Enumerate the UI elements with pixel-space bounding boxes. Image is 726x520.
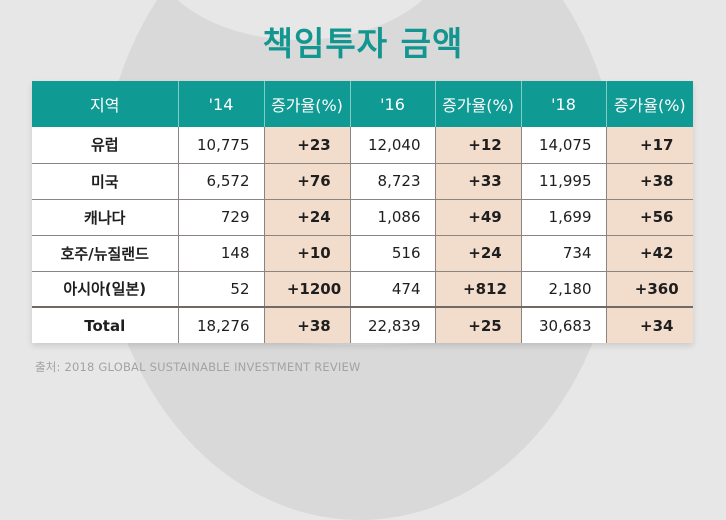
value-cell: 12,040 <box>349 127 435 163</box>
total-value-cell: 22,839 <box>349 306 435 343</box>
total-rate-cell: +34 <box>605 306 693 343</box>
rate-cell: +42 <box>605 234 693 271</box>
value-cell: 729 <box>177 198 264 235</box>
rate-cell: +49 <box>434 198 521 235</box>
region-cell: 호주/뉴질랜드 <box>32 234 178 271</box>
value-cell: 10,775 <box>177 127 264 163</box>
table-row: 호주/뉴질랜드 148 +10 516 +24 734 +42 <box>32 234 693 271</box>
region-cell: 유럽 <box>32 127 178 163</box>
table-row: 아시아(일본) 52 +1200 474 +812 2,180 +360 <box>32 270 693 307</box>
total-value-cell: 30,683 <box>520 306 606 343</box>
header-rate-16: 증가율(%) <box>434 81 521 127</box>
rate-cell: +23 <box>263 127 350 163</box>
rate-cell: +33 <box>434 162 521 199</box>
table-total-row: Total 18,276 +38 22,839 +25 30,683 +34 <box>32 306 693 343</box>
value-cell: 1,086 <box>349 198 435 235</box>
value-cell: 474 <box>349 270 435 307</box>
rate-cell: +24 <box>434 234 521 271</box>
rate-cell: +76 <box>263 162 350 199</box>
header-rate-14: 증가율(%) <box>263 81 350 127</box>
rate-cell: +24 <box>263 198 350 235</box>
region-cell: 아시아(일본) <box>32 270 178 307</box>
rate-cell: +1200 <box>263 270 350 307</box>
rate-cell: +10 <box>263 234 350 271</box>
total-rate-cell: +38 <box>263 306 350 343</box>
total-value-cell: 18,276 <box>177 306 264 343</box>
value-cell: 2,180 <box>520 270 606 307</box>
table-row: 캐나다 729 +24 1,086 +49 1,699 +56 <box>32 198 693 235</box>
table-header-row: 지역 '14 증가율(%) '16 증가율(%) '18 증가율(%) <box>32 81 693 127</box>
table-row: 유럽 10,775 +23 12,040 +12 14,075 +17 <box>32 127 693 163</box>
value-cell: 148 <box>177 234 264 271</box>
header-year-18: '18 <box>520 81 606 127</box>
header-year-14: '14 <box>177 81 264 127</box>
table-row: 미국 6,572 +76 8,723 +33 11,995 +38 <box>32 162 693 199</box>
header-year-16: '16 <box>349 81 435 127</box>
value-cell: 6,572 <box>177 162 264 199</box>
rate-cell: +12 <box>434 127 521 163</box>
value-cell: 516 <box>349 234 435 271</box>
value-cell: 8,723 <box>349 162 435 199</box>
page-title: 책임투자 금액 <box>262 24 464 63</box>
total-rate-cell: +25 <box>434 306 521 343</box>
region-cell: 미국 <box>32 162 178 199</box>
investment-table: 지역 '14 증가율(%) '16 증가율(%) '18 증가율(%) 유럽 1… <box>32 81 693 343</box>
rate-cell: +812 <box>434 270 521 307</box>
rate-cell: +360 <box>605 270 693 307</box>
value-cell: 14,075 <box>520 127 606 163</box>
header-rate-18: 증가율(%) <box>605 81 693 127</box>
rate-cell: +38 <box>605 162 693 199</box>
total-label-cell: Total <box>32 306 178 343</box>
investment-table-container: 지역 '14 증가율(%) '16 증가율(%) '18 증가율(%) 유럽 1… <box>32 81 693 343</box>
source-caption: 출처: 2018 GLOBAL SUSTAINABLE INVESTMENT R… <box>35 360 361 374</box>
header-region: 지역 <box>32 81 178 127</box>
value-cell: 11,995 <box>520 162 606 199</box>
value-cell: 1,699 <box>520 198 606 235</box>
region-cell: 캐나다 <box>32 198 178 235</box>
rate-cell: +17 <box>605 127 693 163</box>
rate-cell: +56 <box>605 198 693 235</box>
value-cell: 52 <box>177 270 264 307</box>
value-cell: 734 <box>520 234 606 271</box>
